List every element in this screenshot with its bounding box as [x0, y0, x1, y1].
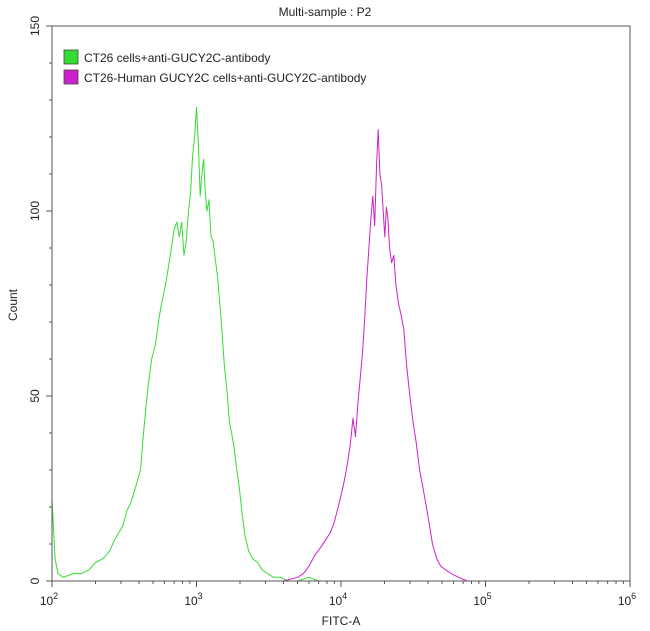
- chart-title: Multi-sample : P2: [279, 5, 372, 19]
- legend: CT26 cells+anti-GUCY2C-antibody CT26-Huma…: [63, 49, 366, 85]
- legend-label-1: CT26 cells+anti-GUCY2C-antibody: [84, 51, 270, 65]
- y-axis: 0 50 100 150: [28, 16, 52, 584]
- y-axis-label: Count: [6, 288, 20, 321]
- y-tick-label: 100: [28, 201, 42, 221]
- legend-swatch-1: [63, 49, 79, 65]
- legend-swatch-2: [63, 69, 79, 85]
- series-line-2: [217, 129, 472, 582]
- y-tick-label: 150: [28, 16, 42, 36]
- x-axis-label: FITC-A: [322, 614, 361, 628]
- plot-area: [51, 106, 472, 582]
- y-tick-label: 0: [28, 577, 42, 584]
- legend-label-2: CT26-Human GUCY2C cells+anti-GUCY2C-anti…: [84, 71, 366, 85]
- y-tick-label: 50: [28, 389, 42, 403]
- series-line-1: [51, 106, 327, 582]
